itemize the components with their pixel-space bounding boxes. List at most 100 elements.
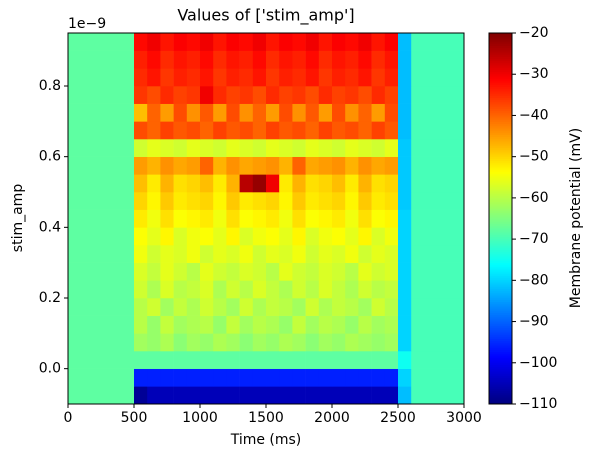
heatmap-cell <box>411 174 465 193</box>
colorbar-swatch <box>489 33 512 36</box>
heatmap-cell <box>226 280 240 299</box>
heatmap-cell <box>200 333 214 352</box>
heatmap-cell <box>279 280 293 299</box>
heatmap-cell <box>134 103 148 122</box>
colorbar-swatch <box>489 225 512 229</box>
colorbar-tick-label: −60 <box>519 190 549 206</box>
colorbar-swatch <box>489 229 512 232</box>
colorbar-swatch <box>489 298 512 301</box>
colorbar-swatch <box>489 68 512 71</box>
heatmap-cell <box>200 245 214 263</box>
heatmap-cell <box>252 262 267 281</box>
heatmap-cell <box>279 121 293 140</box>
colorbar-swatch <box>489 92 512 95</box>
heatmap-cell <box>345 333 359 352</box>
heatmap-cell <box>226 386 240 405</box>
heatmap-cell <box>358 280 372 299</box>
x-tick-label: 0 <box>64 410 73 426</box>
heatmap-cell <box>358 209 372 228</box>
heatmap-cell <box>358 351 372 369</box>
colorbar-swatch <box>489 392 512 396</box>
heatmap-cell <box>200 209 214 228</box>
heatmap-cell <box>345 68 359 87</box>
heatmap-cell <box>134 333 148 352</box>
heatmap-cell <box>371 386 386 405</box>
colorbar-swatch <box>489 301 512 305</box>
heatmap-cell <box>332 156 346 175</box>
heatmap-cell <box>252 227 267 246</box>
heatmap-cell <box>186 386 201 405</box>
colorbar-swatch <box>489 231 512 234</box>
heatmap-cell <box>68 368 135 387</box>
colorbar-swatch <box>489 311 512 314</box>
colorbar-swatch <box>489 396 512 399</box>
heatmap-cell <box>134 351 148 369</box>
heatmap-cell <box>252 68 267 87</box>
heatmap-cell <box>266 103 280 122</box>
heatmap-cell <box>305 351 320 369</box>
heatmap-cell <box>318 368 333 387</box>
heatmap-cell <box>213 68 227 87</box>
heatmap-cell <box>200 103 214 122</box>
heatmap-cell <box>358 386 372 405</box>
colorbar-swatch <box>489 160 512 164</box>
heatmap-cell <box>371 368 386 387</box>
heatmap-cell <box>213 386 227 405</box>
heatmap-cell <box>68 33 135 51</box>
colorbar-swatch <box>489 376 512 379</box>
heatmap-cell <box>186 33 201 51</box>
heatmap-cell <box>173 368 188 387</box>
heatmap-cell <box>398 33 412 51</box>
colorbar-swatch <box>489 138 512 142</box>
heatmap-cell <box>213 351 227 369</box>
colorbar-swatch <box>489 296 512 299</box>
heatmap-cell <box>213 139 227 157</box>
heatmap-cell <box>173 156 188 175</box>
colorbar-swatch <box>489 268 512 271</box>
colorbar-swatch <box>489 318 512 322</box>
heatmap-cell <box>358 121 372 140</box>
heatmap-cell <box>226 245 240 263</box>
colorbar-swatch <box>489 186 512 190</box>
heatmap-cell <box>345 298 359 316</box>
colorbar-swatch <box>489 246 512 249</box>
heatmap-cell <box>318 139 333 157</box>
heatmap-cell <box>318 245 333 263</box>
heatmap-cell <box>371 192 386 210</box>
colorbar-swatch <box>489 326 512 329</box>
colorbar-swatch <box>489 199 512 203</box>
y-tick-label: 0.8 <box>39 78 61 94</box>
heatmap-cell <box>186 315 201 334</box>
heatmap-cell <box>292 262 306 281</box>
heatmap-cell <box>411 262 465 281</box>
heatmap-cell <box>411 68 465 87</box>
heatmap-cell <box>345 245 359 263</box>
colorbar-swatch <box>489 196 512 199</box>
heatmap-cell <box>371 209 386 228</box>
heatmap-cell <box>305 121 320 140</box>
heatmap-cell <box>200 262 214 281</box>
heatmap-cell <box>371 139 386 157</box>
heatmap-cell <box>186 121 201 140</box>
colorbar-swatch <box>489 125 512 129</box>
heatmap-cell <box>332 368 346 387</box>
heatmap-cell <box>160 121 174 140</box>
colorbar-tick-label: −30 <box>519 66 549 82</box>
heatmap-cell <box>345 315 359 334</box>
x-tick-label: 1000 <box>182 410 218 426</box>
heatmap-cell <box>345 50 359 69</box>
heatmap-cell <box>384 139 399 157</box>
heatmap-cell <box>358 192 372 210</box>
heatmap-cell <box>292 121 306 140</box>
heatmap-cell <box>332 33 346 51</box>
heatmap-cell <box>134 50 148 69</box>
colorbar-swatch <box>489 114 512 117</box>
colorbar-tick-label: −110 <box>519 396 557 412</box>
heatmap-cell <box>292 139 306 157</box>
heatmap-cell <box>318 386 333 405</box>
heatmap-cell <box>68 386 135 405</box>
heatmap-cell <box>252 298 267 316</box>
heatmap-cell <box>305 139 320 157</box>
colorbar-swatch <box>489 49 512 53</box>
heatmap-cell <box>345 86 359 104</box>
